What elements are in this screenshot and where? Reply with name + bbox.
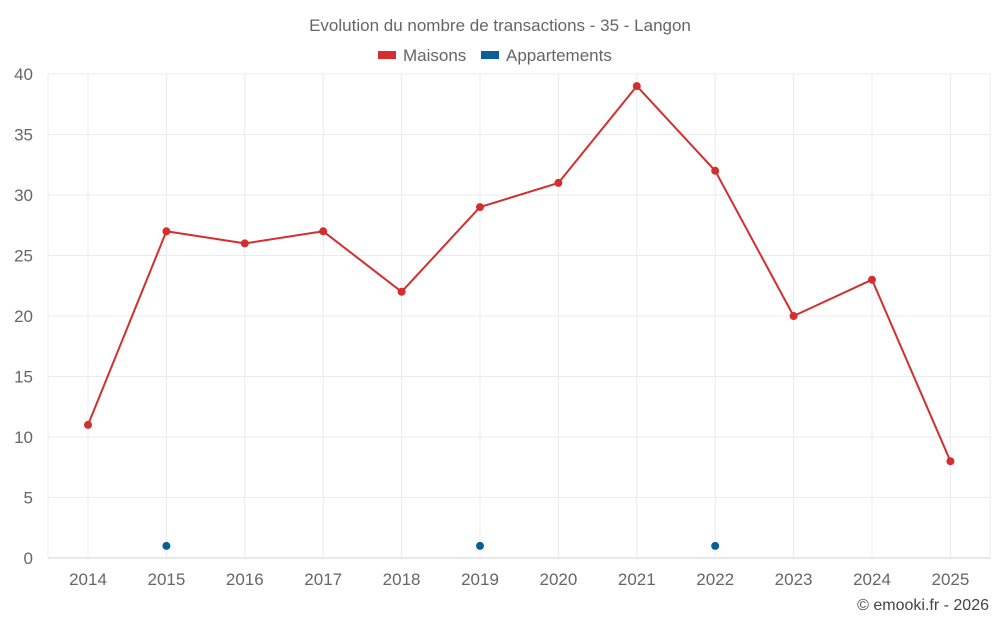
data-point-maisons[interactable]: [946, 457, 955, 466]
y-tick-label: 25: [14, 247, 33, 266]
series-points: [84, 82, 955, 550]
x-tick-label: 2020: [539, 570, 577, 589]
y-gridlines: [48, 73, 990, 559]
x-tick-label: 2017: [304, 570, 342, 589]
data-point-maisons[interactable]: [319, 227, 328, 236]
x-tick-label: 2018: [383, 570, 421, 589]
y-tick-label: 15: [14, 368, 33, 387]
legend-item-maisons[interactable]: Maisons: [378, 46, 466, 65]
x-tick-label: 2024: [853, 570, 891, 589]
data-point-maisons[interactable]: [554, 178, 563, 187]
legend: Maisons Appartements: [378, 46, 612, 65]
data-point-appartements[interactable]: [162, 541, 171, 550]
data-point-appartements[interactable]: [476, 541, 484, 550]
y-axis-labels: 0 5 10 15 20 25 30 35 40: [14, 65, 33, 568]
x-tick-label: 2015: [147, 570, 185, 589]
data-point-maisons[interactable]: [868, 275, 876, 284]
x-tick-label: 2025: [931, 570, 969, 589]
data-point-maisons[interactable]: [397, 287, 406, 296]
series-lines: [87, 85, 952, 462]
y-tick-label: 5: [24, 489, 33, 508]
legend-item-appartements[interactable]: Appartements: [481, 46, 612, 65]
x-tick-label: 2022: [696, 570, 734, 589]
x-tick-label: 2016: [226, 570, 264, 589]
legend-swatch-maisons: [378, 51, 396, 59]
x-tick-label: 2023: [775, 570, 813, 589]
y-tick-label: 0: [24, 549, 33, 568]
x-tick-label: 2021: [618, 570, 656, 589]
y-tick-label: 20: [14, 307, 33, 326]
data-point-maisons[interactable]: [476, 203, 484, 212]
legend-label-maisons: Maisons: [403, 46, 466, 65]
chart-title: Evolution du nombre de transactions - 35…: [309, 16, 691, 35]
legend-label-appartements: Appartements: [506, 46, 612, 65]
x-gridlines: [47, 74, 991, 558]
y-tick-label: 30: [14, 186, 33, 205]
data-point-maisons[interactable]: [789, 312, 798, 320]
data-point-maisons[interactable]: [240, 239, 249, 248]
data-point-maisons[interactable]: [162, 227, 171, 236]
credit-text: © emooki.fr - 2026: [857, 597, 989, 614]
x-tick-label: 2014: [69, 570, 107, 589]
data-point-maisons[interactable]: [711, 166, 720, 175]
data-point-maisons[interactable]: [84, 420, 92, 429]
y-tick-label: 40: [14, 65, 33, 84]
series-line-maisons: [87, 85, 952, 462]
x-axis-labels: 2014 2015 2016 2017 2018 2019 2020 2021 2022 2023…: [69, 570, 969, 589]
legend-swatch-appartements: [481, 51, 499, 59]
data-point-appartements[interactable]: [711, 541, 720, 550]
y-tick-label: 10: [14, 428, 33, 447]
x-tick-label: 2019: [461, 570, 499, 589]
y-tick-label: 35: [14, 126, 33, 145]
data-point-maisons[interactable]: [632, 82, 641, 91]
